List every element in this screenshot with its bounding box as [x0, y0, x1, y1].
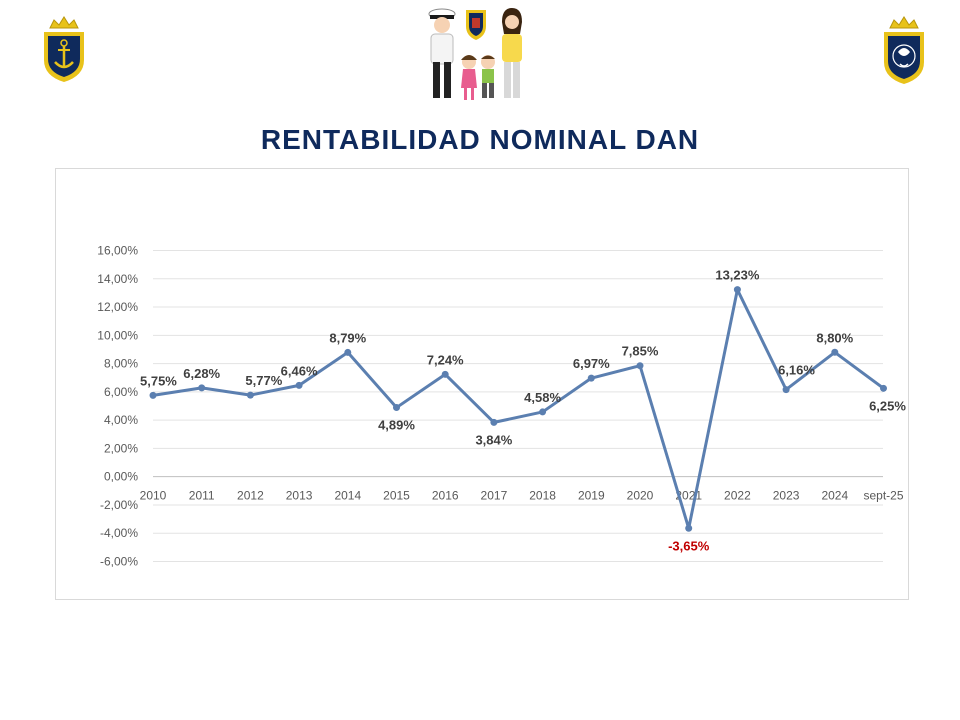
x-tick-label: 2017 [481, 489, 508, 503]
y-tick-label: -2,00% [100, 498, 138, 512]
data-point [685, 524, 693, 532]
x-tick-label: 2018 [529, 489, 556, 503]
chart-area: 16,00% 14,00% 12,00% 10,00% 8,00% 6,00% 4,00% 2… [55, 168, 909, 600]
gridlines [153, 250, 883, 562]
x-tick-label: 2022 [724, 489, 751, 503]
y-tick-label: -4,00% [100, 526, 138, 540]
data-label: 6,25% [869, 398, 906, 413]
data-point [344, 348, 352, 356]
x-tick-label: 2011 [189, 489, 215, 503]
data-label: 8,79% [329, 330, 366, 345]
data-label: 5,77% [245, 373, 282, 388]
data-label: 5,75% [140, 373, 177, 388]
data-point [539, 408, 547, 416]
y-tick-label: 12,00% [97, 300, 138, 314]
data-point [441, 370, 449, 378]
data-label: 4,89% [378, 418, 415, 433]
data-point [636, 362, 644, 370]
y-tick-label: -6,00% [100, 555, 138, 569]
y-tick-label: 0,00% [104, 470, 138, 484]
y-tick-label: 4,00% [104, 413, 138, 427]
x-tick-label: 2019 [578, 489, 605, 503]
x-tick-label: 2010 [140, 489, 167, 503]
series-line [151, 288, 885, 530]
y-tick-label: 2,00% [104, 441, 138, 455]
data-label: 3,84% [475, 432, 512, 447]
x-tick-label: 2024 [821, 489, 848, 503]
data-point [198, 384, 206, 392]
data-label: 8,80% [816, 330, 853, 345]
navy-shield-anchor-icon [40, 14, 88, 89]
data-point [149, 391, 157, 399]
data-point [587, 374, 595, 382]
x-tick-label: sept-25 [863, 489, 903, 503]
data-label: 7,24% [427, 352, 464, 367]
data-point [490, 418, 498, 426]
x-tick-label: 2015 [383, 489, 410, 503]
line-chart: 16,00% 14,00% 12,00% 10,00% 8,00% 6,00% 4,00% 2… [97, 244, 906, 569]
x-tick-label: 2016 [432, 489, 459, 503]
x-tick-label: 2013 [286, 489, 313, 503]
data-label: 6,97% [573, 356, 610, 371]
data-label: 6,28% [183, 366, 220, 381]
data-point [733, 286, 741, 294]
y-tick-label: 16,00% [97, 244, 138, 258]
data-point [782, 386, 790, 394]
data-point [393, 404, 400, 412]
data-point [880, 384, 887, 392]
series-line-rentabilidad [151, 288, 885, 530]
x-tick-label: 2012 [237, 489, 264, 503]
data-label: -3,65% [668, 538, 710, 553]
y-tick-label: 14,00% [97, 272, 138, 286]
y-axis-ticks: 16,00% 14,00% 12,00% 10,00% 8,00% 6,00% 4,00% 2… [97, 244, 138, 569]
data-points [149, 286, 887, 532]
data-point [831, 348, 839, 356]
page-title: RENTABILIDAD NOMINAL DAN [260, 124, 700, 155]
navy-family-icon [414, 4, 534, 109]
y-tick-label: 10,00% [97, 328, 138, 342]
data-point [295, 381, 303, 389]
y-tick-label: 8,00% [104, 357, 138, 371]
data-label: 6,16% [778, 363, 815, 378]
x-tick-label: 2014 [334, 489, 361, 503]
x-tick-label: 2020 [627, 489, 654, 503]
data-label: 7,85% [622, 344, 659, 359]
navy-crest-icon [880, 14, 928, 91]
data-label: 4,58% [524, 390, 561, 405]
y-tick-label: 6,00% [104, 385, 138, 399]
x-axis-ticks: 2010 2011 2012 2013 2014 2015 2016 2017 2018 2019… [140, 489, 904, 503]
data-point [246, 391, 254, 399]
data-label: 13,23% [715, 268, 760, 283]
x-tick-label: 2023 [773, 489, 800, 503]
data-labels: 5,75% 6,28% 5,77%6,46% 8,79% 4,89% 7,24% 3,84%… [140, 268, 906, 554]
data-label: 6,46% [281, 363, 318, 378]
